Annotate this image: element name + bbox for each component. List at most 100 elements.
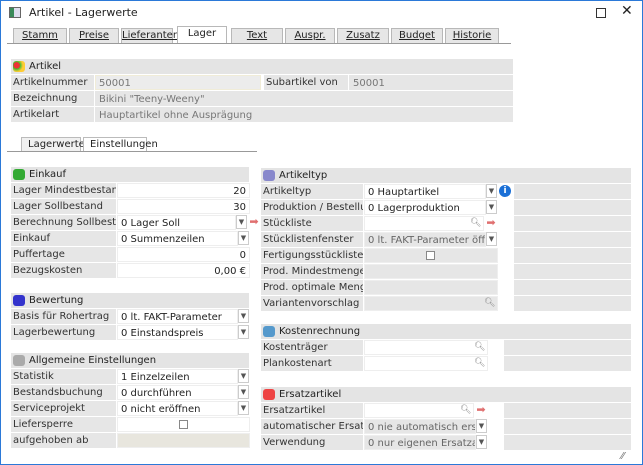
row-filler [514,232,631,247]
chevron-down-icon[interactable]: ▼ [238,231,249,245]
einkauf-icon [13,169,25,180]
chevron-down-icon: ▼ [486,232,497,246]
chevron-down-icon[interactable]: ▼ [238,385,249,399]
einkauf-label: Einkauf [11,231,116,246]
search-icon[interactable]: 🔍︎ [470,218,482,228]
ersatzartikel-field[interactable] [364,403,474,418]
tab-lieferanten[interactable]: Lieferanten [121,28,180,43]
close-button[interactable]: ✕ [621,3,633,19]
serviceprojekt-field[interactable]: 0 nicht eröffnen [117,401,238,416]
statistik-label: Statistik [11,369,116,384]
tab-auspr[interactable]: Auspr. [285,28,335,43]
bewertung-icon [13,295,25,306]
plankostenart-label: Plankostenart [261,356,363,371]
basis-für-rohertrag-field[interactable]: 0 lt. FAKT-Parameter [117,309,238,324]
prod-mindestmenge-label: Prod. Mindestmenge [261,264,363,279]
search-icon[interactable]: 🔍︎ [474,358,486,368]
chevron-down-icon[interactable]: ▼ [486,184,497,198]
tab-divider [7,43,511,44]
tab-lager[interactable]: Lager [177,26,227,44]
tab-stamm[interactable]: Stamm [13,28,67,43]
section-title: Kostenrechnung [279,326,361,337]
artikeltyp-field[interactable]: 0 Hauptartikel [364,184,486,199]
artikeltyp-icon [263,170,275,181]
berechnung-sollbestand-field[interactable]: 0 Lager Soll [117,215,236,230]
chevron-down-icon[interactable]: ▼ [236,215,247,229]
subtab-lagerwerte[interactable]: Lagerwerte [21,137,85,152]
tab-historie[interactable]: Historie [445,28,499,43]
arrow-right-icon[interactable]: ➡ [249,215,259,228]
chevron-down-icon[interactable]: ▼ [238,325,249,339]
row-filler [504,356,631,371]
lager-sollbestand-field[interactable]: 30 [117,199,250,214]
lager-sollbestand-label: Lager Sollbestand [11,199,116,214]
tab-budget[interactable]: Budget [391,28,443,43]
stücklistenfenster-field: 0 lt. FAKT-Parameter öffnen [364,232,486,247]
stückliste-field[interactable] [364,216,484,231]
arrow-right-icon[interactable]: ➡ [486,216,496,229]
statistik-field[interactable]: 1 Einzelzeilen [117,369,238,384]
bezeichnung-label: Bezeichnung [11,91,94,106]
section-artikel-header: Artikel [11,59,513,74]
search-icon[interactable]: 🔍︎ [484,298,496,308]
resize-grip[interactable]: ⁄⁄ [621,451,625,462]
allgemein-icon [13,355,25,366]
search-icon[interactable]: 🔍︎ [474,342,486,352]
info-icon[interactable]: i [499,185,511,197]
section-einkauf-header: Einkauf [11,167,249,182]
section-title: Ersatzartikel [279,389,342,400]
tab-preise[interactable]: Preise [69,28,119,43]
variantenvorschlag-label: Variantenvorschlag [261,296,363,311]
serviceprojekt-label: Serviceprojekt [11,401,116,416]
row-filler [504,435,631,450]
chevron-down-icon[interactable]: ▼ [238,309,249,323]
bestandsbuchung-field[interactable]: 0 durchführen [117,385,238,400]
section-title: Bewertung [29,295,84,306]
chevron-down-icon[interactable]: ▼ [486,200,497,214]
subartikel-field: 50001 [349,75,513,90]
lager-mindestbestand-field[interactable]: 20 [117,183,250,198]
stückliste-label: Stückliste [261,216,363,231]
puffertage-field[interactable]: 0 [117,247,250,262]
kosten-icon [263,326,275,337]
bestandsbuchung-label: Bestandsbuchung [11,385,116,400]
berechnung-sollbestand-label: Berechnung Sollbestand [11,215,116,230]
artikelart-field: Hauptartikel ohne Ausprägung [95,107,513,122]
kostenträger-field[interactable] [364,340,488,355]
artikelart-label: Artikelart [11,107,94,122]
lagerbewertung-label: Lagerbewertung [11,325,116,340]
arrow-right-icon[interactable]: ➡ [476,403,486,416]
app-icon [9,7,21,18]
title-bar: Artikel - Lagerwerte ✕ [1,1,642,25]
prod-optimale-menge-label: Prod. optimale Menge [261,280,363,295]
row-filler [504,340,631,355]
section-artikeltyp-header: Artikeltyp [261,168,631,183]
bezeichnung-field: Bikini "Teeny-Weeny" [95,91,513,106]
plankostenart-field[interactable] [364,356,488,371]
section-allgemein-header: Allgemeine Einstellungen [11,353,249,368]
row-filler [504,419,631,434]
basis-für-rohertrag-label: Basis für Rohertrag [11,309,116,324]
lagerbewertung-field[interactable]: 0 Einstandspreis [117,325,238,340]
row-filler [514,184,631,199]
tab-text[interactable]: Text [231,28,283,43]
section-kosten-header: Kostenrechnung [261,324,631,339]
checkbox[interactable] [178,420,188,429]
chevron-down-icon[interactable]: ▼ [238,401,249,415]
einkauf-field[interactable]: 0 Summenzeilen [117,231,238,246]
artikel-icon [13,61,25,72]
subtab-divider [7,151,257,152]
prod-mindestmenge-field [364,264,498,279]
subtab-einstellungen[interactable]: Einstellungen [83,137,158,152]
chevron-down-icon[interactable]: ▼ [238,369,249,383]
row-filler [514,248,631,263]
produktion-bestellung-label: Produktion / Bestellung [261,200,363,215]
maximize-button[interactable] [596,8,606,18]
liefersperre-label: Liefersperre [11,417,116,432]
tab-zusatz[interactable]: Zusatz [337,28,389,43]
prod-optimale-menge-field [364,280,498,295]
produktion-bestellung-field[interactable]: 0 Lagerproduktion [364,200,486,215]
artikelnummer-label: Artikelnummer [11,75,94,90]
bezugskosten-field[interactable]: 0,00 € [117,263,250,278]
search-icon[interactable]: 🔍︎ [460,405,472,415]
